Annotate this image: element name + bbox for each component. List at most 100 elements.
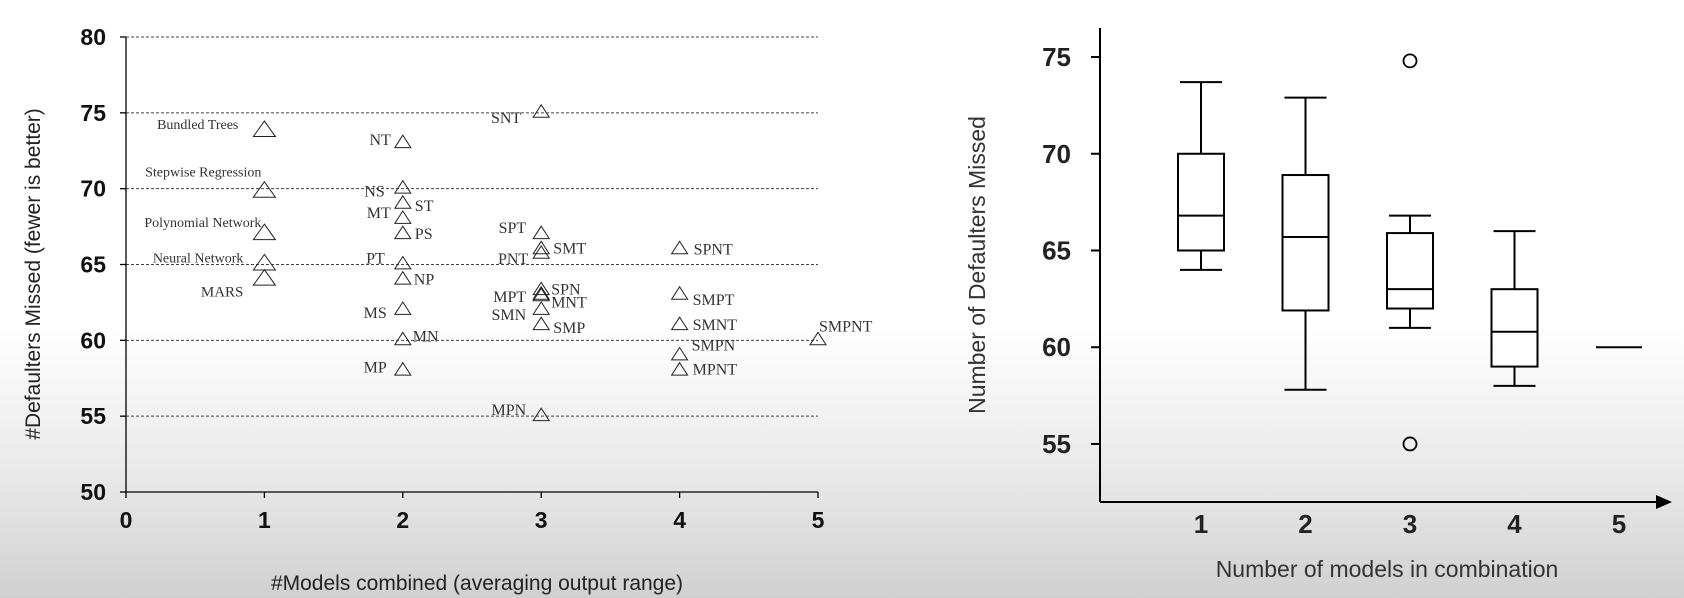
scatter-point-label: MN (413, 328, 439, 345)
box-y-tick-label: 60 (1042, 332, 1071, 362)
scatter-y-tick-label: 50 (80, 479, 106, 505)
scatter-point-label: SMPNT (819, 318, 873, 335)
scatter-point-marker (252, 253, 277, 271)
box-iqr (1386, 232, 1434, 310)
scatter-point-marker (532, 287, 551, 302)
scatter-point-marker (532, 285, 551, 300)
scatter-point-label: MPNT (693, 362, 738, 379)
scatter-point-marker (809, 331, 827, 346)
scatter-point-marker (393, 255, 412, 270)
scatter-point-label: MARS (201, 285, 244, 301)
scatter-point-marker (532, 240, 551, 255)
scatter-point-label: SMN (492, 307, 527, 324)
scatter-point-label: SMNT (693, 317, 738, 334)
scatter-y-tick-label: 65 (80, 252, 106, 278)
box-iqr (1281, 174, 1330, 312)
scatter-point-marker (532, 225, 551, 240)
scatter-x-axis-label: #Models combined (averaging output range… (271, 572, 683, 595)
scatter-point-marker (393, 301, 412, 315)
scatter-y-tick-label: 80 (80, 24, 106, 50)
scatter-x-tick-label: 2 (396, 507, 409, 533)
scatter-point-label: PS (415, 226, 433, 243)
scatter-gridlines (126, 36, 818, 417)
box-x-tick-label: 1 (1194, 509, 1208, 539)
scatter-point-marker (670, 361, 689, 376)
scatter-point-label: SMT (553, 240, 586, 257)
scatter-point-marker (252, 180, 277, 198)
scatter-x-ticks: 0 1 2 3 4 5 (120, 492, 825, 533)
scatter-point-label: MP (364, 360, 387, 377)
box-x-axis-label: Number of models in combination (1216, 556, 1559, 582)
scatter-point-label: SPNT (694, 241, 733, 258)
scatter-point-marker (532, 316, 551, 331)
box-y-axis-label: Number of Defaulters Missed (964, 116, 990, 414)
scatter-point-marker (252, 120, 277, 138)
scatter-x-tick-label: 3 (535, 507, 548, 533)
box-x-tick-label: 4 (1507, 509, 1522, 539)
scatter-point-label: NS (364, 184, 384, 201)
scatter-point-label: MNT (551, 294, 587, 311)
scatter-point-marker (532, 281, 551, 296)
scatter-y-ticks: 50 55 60 65 70 75 80 (80, 24, 126, 505)
box-plots (1177, 53, 1642, 452)
scatter-point-marker (252, 268, 277, 286)
scatter-y-axis-label: #Defaulters Missed (fewer is better) (22, 108, 45, 439)
scatter-point-label: SPN (551, 281, 581, 298)
scatter-point-marker (393, 134, 412, 149)
scatter-point-label: Bundled Trees (157, 118, 238, 133)
box-x-tick-label: 5 (1612, 509, 1626, 539)
scatter-point-label: SMPT (693, 292, 735, 309)
scatter-point-marker (670, 285, 689, 300)
scatter-chart: 50 55 60 65 70 75 80 0 1 2 3 4 5 Bundled Trees Stepw… (22, 24, 873, 595)
scatter-point-marker (670, 316, 689, 331)
box-x-axis-arrowhead (1656, 495, 1672, 509)
scatter-x-tick-label: 1 (258, 507, 271, 533)
scatter-point-marker (393, 225, 412, 240)
scatter-point-marker (393, 331, 412, 346)
scatter-point-marker (393, 210, 412, 224)
scatter-x-tick-label: 0 (120, 507, 133, 533)
scatter-points: Bundled Trees Stepwise Regression Polynomi… (144, 103, 873, 422)
scatter-point-marker (393, 179, 412, 194)
scatter-point-label: SNT (491, 110, 521, 127)
scatter-point-label: MPN (492, 402, 527, 419)
scatter-point-label: MS (364, 305, 387, 322)
box-x-tick-label: 3 (1403, 509, 1417, 539)
scatter-point-marker (670, 346, 689, 361)
scatter-point-label: NT (369, 132, 391, 149)
box-chart: 55 60 65 70 75 1 2 3 4 5 Number of models in com… (964, 28, 1672, 582)
scatter-point-label: Polynomial Network (144, 216, 261, 231)
scatter-point-marker (393, 361, 412, 376)
scatter-point-label: SMPN (692, 338, 736, 355)
scatter-point-label: PNT (498, 251, 528, 268)
box-y-ticks: 55 60 65 70 75 (1042, 42, 1100, 459)
scatter-point-label: SMP (553, 320, 585, 337)
scatter-x-tick-label: 5 (812, 507, 825, 533)
box-outlier (1402, 436, 1418, 452)
scatter-point-label: MT (367, 205, 391, 222)
scatter-point-label: Neural Network (153, 252, 244, 267)
box-outlier (1402, 53, 1418, 69)
scatter-point-label: MPT (493, 289, 526, 306)
box-iqr (1490, 288, 1539, 368)
scatter-point-label: SPT (499, 220, 527, 237)
scatter-y-tick-label: 55 (80, 403, 106, 429)
box-y-tick-label: 70 (1042, 139, 1071, 169)
scatter-point-label: NP (414, 272, 435, 289)
scatter-point-marker (532, 407, 551, 422)
box-x-tick-label: 2 (1298, 509, 1312, 539)
box-x-ticks: 1 2 3 4 5 (1194, 509, 1626, 539)
box-iqr (1177, 152, 1225, 252)
scatter-point-marker (532, 244, 551, 259)
scatter-point-label: ST (415, 198, 434, 215)
box-y-tick-label: 55 (1042, 429, 1071, 459)
scatter-y-tick-label: 75 (80, 100, 106, 126)
box-y-tick-label: 65 (1042, 235, 1071, 265)
scatter-x-tick-label: 4 (673, 507, 686, 533)
scatter-point-marker (393, 194, 412, 209)
scatter-point-marker (670, 240, 689, 255)
scatter-point-label: PT (366, 251, 385, 268)
scatter-point-label: Stepwise Regression (145, 166, 261, 181)
box-y-tick-label: 75 (1042, 42, 1071, 72)
